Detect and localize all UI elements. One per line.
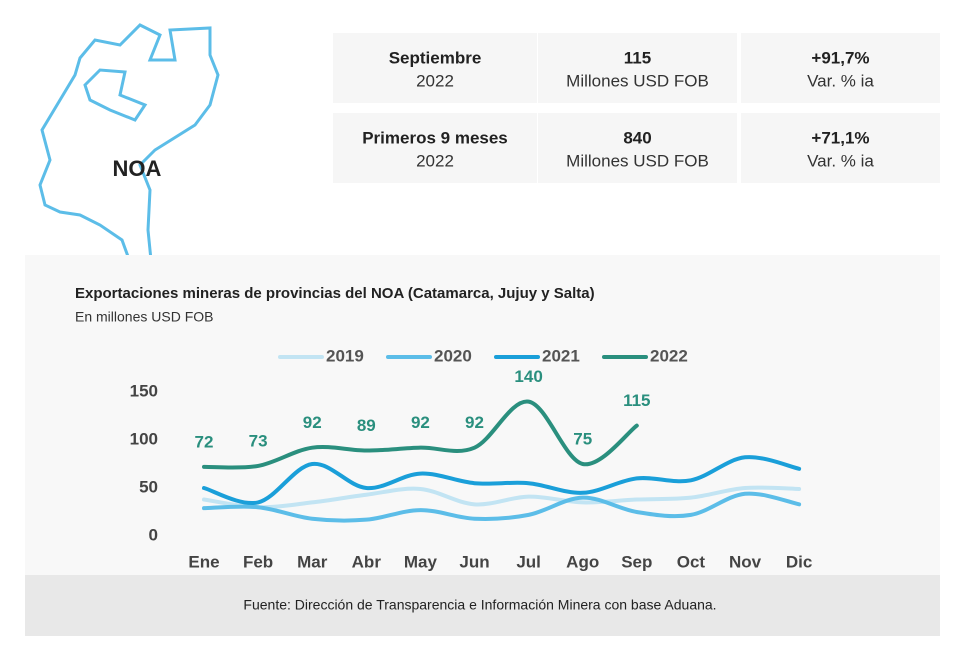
stat-box: [333, 113, 537, 183]
stat-box: [538, 113, 737, 183]
stat-year: 2022: [416, 71, 454, 90]
y-tick-label: 100: [130, 429, 158, 448]
series-line: [202, 485, 802, 510]
series-line: [202, 455, 802, 506]
series-line: [202, 399, 639, 470]
data-label: 115: [623, 391, 650, 410]
region-label: NOA: [113, 156, 162, 181]
stat-period: Septiembre: [389, 48, 482, 67]
stat-box: [333, 33, 537, 103]
data-label: 72: [195, 432, 214, 451]
x-tick-label: Oct: [677, 552, 706, 571]
stat-change: +71,1%: [811, 128, 869, 147]
y-tick-label: 150: [130, 381, 158, 400]
x-tick-label: Abr: [352, 552, 382, 571]
x-tick-label: Nov: [729, 552, 762, 571]
stat-change: +91,7%: [811, 48, 869, 67]
stat-year: 2022: [416, 151, 454, 170]
stat-value: 115: [624, 48, 651, 67]
legend-label: 2022: [650, 346, 688, 365]
chart-subtitle: En millones USD FOB: [75, 309, 213, 325]
stat-period: Primeros 9 meses: [362, 128, 508, 147]
stat-change-label: Var. % ia: [807, 71, 874, 90]
series-line: [202, 491, 802, 523]
data-label: 73: [249, 431, 268, 450]
region-map: [38, 23, 220, 273]
stat-unit: Millones USD FOB: [566, 71, 709, 90]
x-tick-label: Jun: [459, 552, 489, 571]
x-tick-label: Feb: [243, 552, 273, 571]
x-tick-label: Ago: [566, 552, 599, 571]
data-label: 75: [573, 429, 592, 448]
chart-panel: [25, 255, 940, 575]
source-panel: [25, 575, 940, 636]
x-tick-label: Jul: [516, 552, 541, 571]
data-label: 89: [357, 416, 376, 435]
stat-box: [741, 113, 940, 183]
chart-title: Exportaciones mineras de provincias del …: [75, 285, 595, 302]
plot: 0 50 100 150 Ene Feb Mar Abr May Jun Jul Ago Sep Oct N…: [130, 346, 813, 571]
stat-change-label: Var. % ia: [807, 151, 874, 170]
legend-label: 2020: [434, 346, 472, 365]
data-label: 92: [411, 413, 430, 432]
data-label: 92: [465, 413, 484, 432]
y-tick-label: 50: [139, 477, 158, 496]
x-tick-label: Ene: [188, 552, 219, 571]
stat-value: 840: [623, 128, 651, 147]
data-label: 140: [514, 367, 542, 386]
x-tick-label: Mar: [297, 552, 328, 571]
x-tick-label: Dic: [786, 552, 812, 571]
source: Fuente: Dirección de Transparencia e Inf…: [243, 597, 716, 613]
x-tick-label: May: [404, 552, 438, 571]
legend-label: 2019: [326, 346, 364, 365]
x-tick-label: Sep: [621, 552, 652, 571]
stats: Septiembre 2022 115 Millones USD FOB +91,7% V…: [333, 33, 940, 183]
data-label: 92: [303, 413, 322, 432]
y-tick-label: 0: [149, 525, 158, 544]
stat-unit: Millones USD FOB: [566, 151, 709, 170]
stat-box: [741, 33, 940, 103]
legend-label: 2021: [542, 346, 580, 365]
stat-box: [538, 33, 737, 103]
